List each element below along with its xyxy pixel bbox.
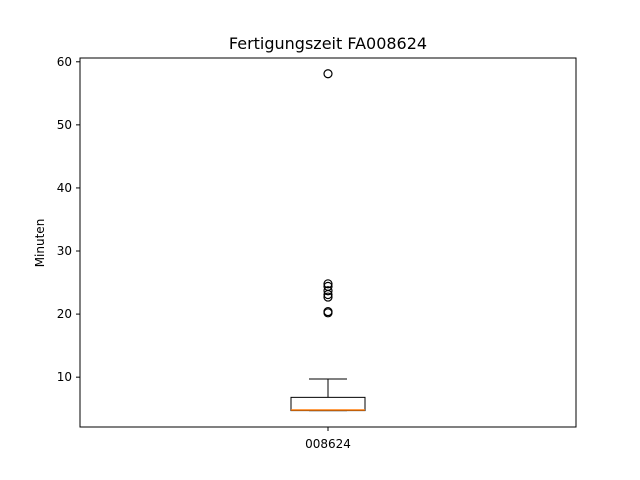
chart-title: Fertigungszeit FA008624: [229, 34, 427, 53]
outlier-point: [323, 292, 333, 302]
y-tick-label: 20: [57, 307, 72, 321]
plot-frame: [79, 57, 577, 428]
outlier-point: [323, 286, 333, 296]
x-tick-label: 008624: [305, 437, 351, 451]
outlier-point: [323, 69, 333, 79]
outlier-point: [323, 279, 333, 289]
box-iqr: [290, 396, 366, 412]
plot-area: 10 20 30 40 50 60 008624: [57, 55, 366, 451]
y-tick-label: 10: [57, 370, 72, 384]
y-tick-label: 40: [57, 181, 72, 195]
y-tick-label: 50: [57, 118, 72, 132]
y-tick-label: 60: [57, 55, 72, 69]
outlier-point: [323, 306, 333, 317]
y-axis-label: Minuten: [33, 219, 47, 268]
y-tick-label: 30: [57, 244, 72, 258]
outlier-point: [323, 281, 333, 291]
